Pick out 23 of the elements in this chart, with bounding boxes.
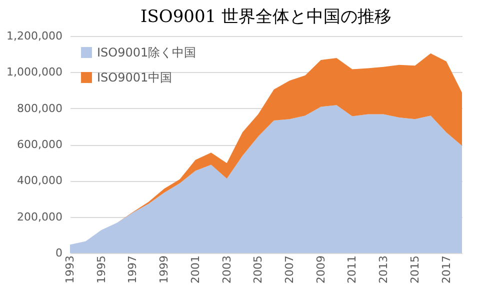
x-tick-label: 2017 [440, 256, 453, 284]
x-tick-label: 2015 [408, 256, 422, 284]
y-tick-label: 200,000 [17, 210, 62, 224]
legend-label: ISO9001中国 [97, 70, 172, 84]
x-tick-label: 2007 [283, 256, 296, 284]
y-tick-label: 0 [56, 246, 62, 260]
x-tick-label: 1993 [64, 256, 76, 284]
x-tick-label: 2013 [377, 256, 390, 284]
x-tick-label: 2001 [188, 256, 202, 284]
chart-title: ISO9001 世界全体と中国の推移 [140, 7, 392, 27]
x-tick-label: 2005 [252, 256, 265, 284]
y-tick-label: 1,000,000 [6, 66, 62, 79]
x-tick-label: 2009 [314, 256, 328, 284]
y-tick-label: 600,000 [17, 138, 62, 151]
x-tick-label: 2011 [346, 256, 359, 284]
legend-label: ISO9001除く中国 [97, 46, 196, 60]
y-tick-label: 400,000 [17, 174, 62, 188]
x-tick-label: 2003 [220, 256, 234, 284]
x-tick-label: 1995 [94, 256, 108, 284]
x-tick-label: 1999 [158, 256, 171, 284]
y-tick-label: 1,200,000 [6, 30, 62, 42]
x-tick-label: 1997 [126, 256, 140, 284]
y-tick-label: 800,000 [17, 102, 62, 115]
